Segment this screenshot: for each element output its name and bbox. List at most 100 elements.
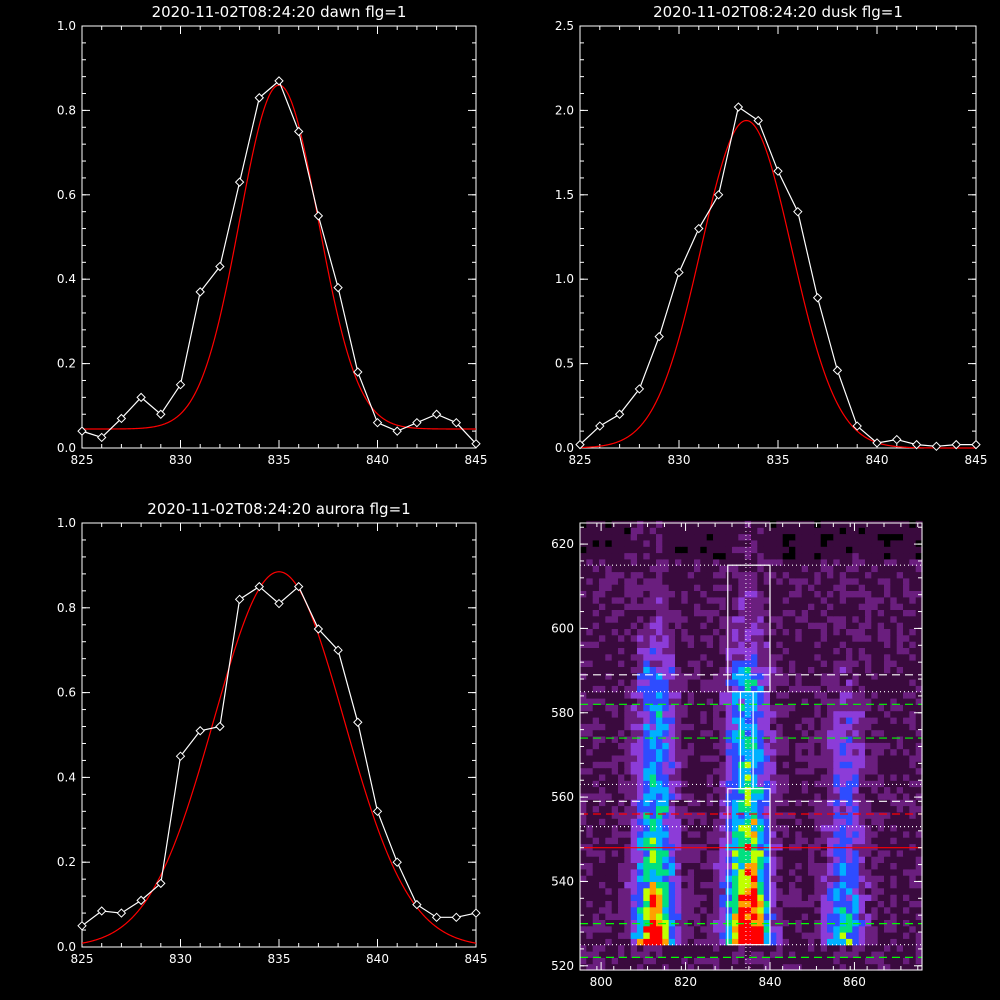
heatmap-cell — [833, 830, 841, 838]
heatmap-cell — [757, 539, 765, 547]
heatmap-cell — [656, 887, 663, 895]
heatmap-cell — [858, 527, 866, 535]
data-point — [293, 126, 304, 137]
heatmap-cell — [757, 830, 765, 838]
heatmap-cell — [846, 691, 853, 699]
heatmap-cell — [675, 736, 682, 743]
heatmap-cell — [656, 843, 663, 851]
heatmap-cell — [871, 653, 879, 661]
heatmap-cell — [738, 811, 746, 819]
heatmap-cell — [871, 932, 879, 939]
heatmap-cell — [789, 805, 796, 813]
heatmap-cell — [782, 736, 790, 743]
y-tick-label: 580 — [551, 706, 574, 720]
heatmap-cell — [789, 881, 796, 889]
heatmap-cell — [586, 963, 594, 971]
heatmap-cell — [662, 856, 670, 863]
heatmap-cell — [668, 527, 676, 535]
heatmap-cell — [814, 558, 822, 566]
heatmap-cell — [675, 565, 682, 573]
heatmap-cell — [915, 811, 923, 819]
heatmap-cell — [871, 799, 879, 807]
heatmap-cell — [833, 685, 841, 693]
heatmap-cell — [808, 520, 815, 528]
heatmap-cell — [846, 824, 853, 832]
heatmap-cell — [839, 856, 847, 863]
heatmap-cell — [877, 710, 885, 718]
heatmap-cell — [852, 938, 860, 946]
heatmap-cell — [865, 894, 872, 901]
heatmap-cell — [896, 704, 904, 712]
heatmap-cell — [706, 622, 714, 629]
heatmap-cell — [801, 615, 809, 623]
heatmap-cell — [694, 742, 701, 750]
heatmap-cell — [890, 938, 898, 946]
heatmap-cell — [871, 647, 879, 655]
heatmap-cell — [586, 590, 594, 598]
heatmap-cell — [884, 533, 891, 541]
heatmap-cell — [865, 679, 872, 686]
heatmap-cell — [852, 710, 860, 718]
heatmap-cell — [668, 710, 676, 718]
heatmap-cell — [757, 672, 765, 680]
heatmap-cell — [618, 558, 625, 566]
heatmap-cell — [827, 691, 834, 699]
heatmap-cell — [763, 837, 771, 845]
heatmap-cell — [605, 641, 613, 648]
heatmap-cell — [827, 875, 834, 882]
heatmap-cell — [580, 868, 587, 876]
heatmap-cell — [611, 761, 619, 769]
heatmap-cell — [833, 881, 841, 889]
heatmap-cell — [662, 527, 670, 535]
heatmap-cell — [713, 520, 720, 528]
heatmap-cell — [637, 938, 644, 946]
heatmap-cell — [909, 894, 917, 901]
heatmap-cell — [649, 761, 657, 769]
heatmap-cell — [915, 533, 923, 541]
heatmap-cell — [681, 736, 689, 743]
heatmap-cell — [599, 900, 606, 908]
heatmap-cell — [776, 603, 784, 610]
heatmap-cell — [605, 685, 613, 693]
heatmap-cell — [751, 723, 758, 731]
heatmap-cell — [637, 818, 644, 826]
heatmap-cell — [637, 628, 644, 636]
heatmap-cell — [637, 622, 644, 629]
heatmap-cell — [789, 552, 796, 560]
heatmap-cell — [649, 748, 657, 756]
heatmap-cell — [770, 887, 777, 895]
heatmap-cell — [751, 660, 758, 667]
heatmap-cell — [605, 520, 613, 528]
heatmap-cell — [624, 729, 632, 737]
heatmap-cell — [618, 951, 625, 958]
heatmap-cell — [890, 906, 898, 914]
heatmap-cell — [808, 881, 815, 889]
heatmap-cell — [700, 520, 708, 528]
heatmap-cell — [820, 660, 828, 667]
heatmap-cell — [725, 748, 733, 756]
heatmap-cell — [668, 894, 676, 901]
heatmap-cell — [611, 710, 619, 718]
heatmap-cell — [586, 660, 594, 667]
heatmap-cell — [611, 843, 619, 851]
heatmap-cell — [599, 919, 606, 927]
heatmap-cell — [839, 520, 847, 528]
heatmap-cell — [877, 596, 885, 604]
heatmap-cell — [681, 672, 689, 680]
heatmap-cell — [643, 957, 651, 965]
heatmap-cell — [877, 584, 885, 591]
heatmap-cell — [801, 571, 809, 579]
heatmap-cell — [808, 533, 815, 541]
heatmap-cell — [884, 780, 891, 788]
heatmap-cell — [713, 944, 720, 952]
heatmap-cell — [782, 546, 790, 554]
heatmap-cell — [789, 938, 796, 946]
heatmap-cell — [789, 628, 796, 636]
heatmap-cell — [637, 906, 644, 914]
heatmap-cell — [776, 672, 784, 680]
heatmap-cell — [700, 603, 708, 610]
heatmap-cell — [770, 900, 777, 908]
heatmap-cell — [668, 849, 676, 857]
heatmap-cell — [643, 552, 651, 560]
heatmap-cell — [795, 748, 803, 756]
